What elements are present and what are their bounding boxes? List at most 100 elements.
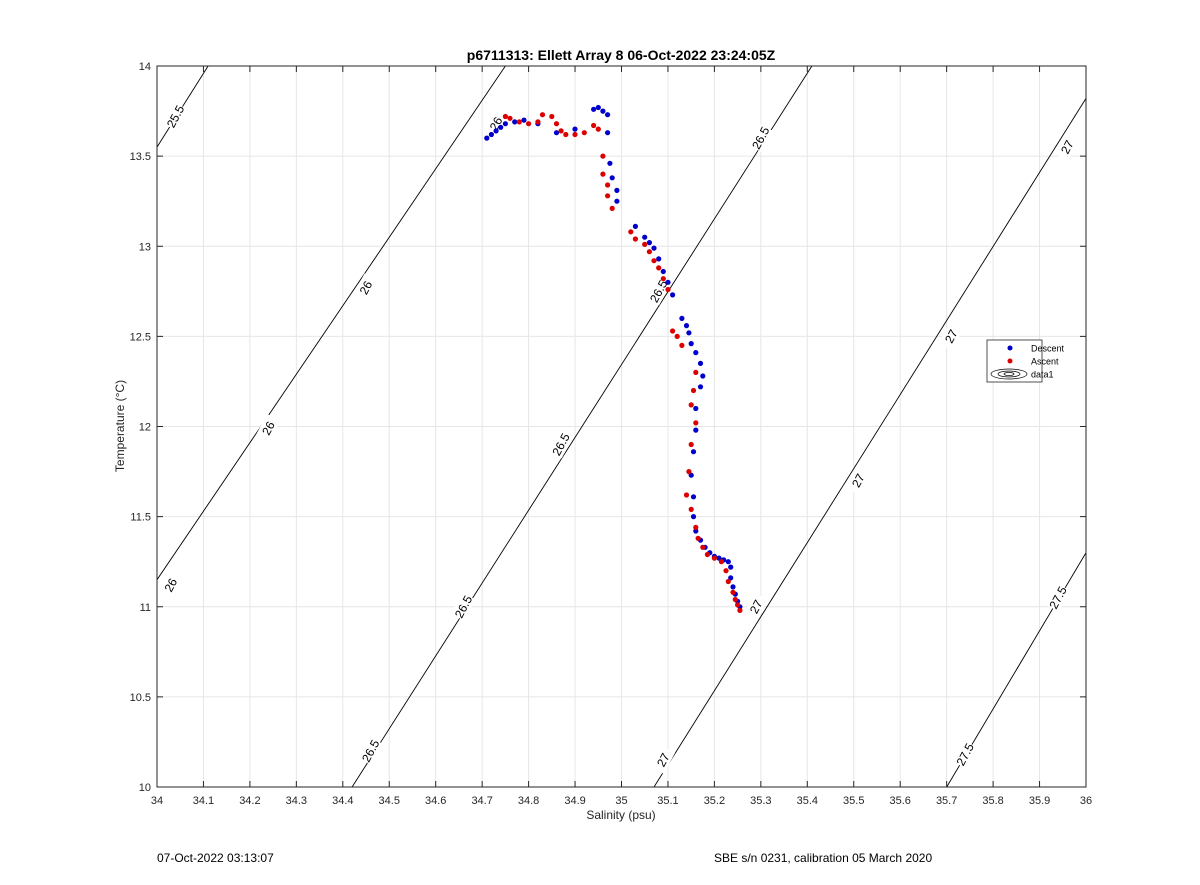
y-tick-label: 12.5 bbox=[130, 331, 151, 343]
data-point-ascent bbox=[690, 387, 697, 394]
data-point-ascent bbox=[535, 119, 541, 125]
y-tick-label: 13 bbox=[139, 241, 151, 253]
contour-label-group: 26 bbox=[353, 273, 378, 302]
legend-label: Descent bbox=[1031, 344, 1065, 354]
x-tick-label: 34.4 bbox=[332, 795, 353, 807]
contour-label: 27.5 bbox=[954, 741, 977, 768]
data-point-descent bbox=[484, 135, 490, 141]
y-tick-label: 14 bbox=[139, 61, 151, 73]
x-tick-label: 34.1 bbox=[193, 795, 214, 807]
data-point-descent bbox=[609, 175, 615, 181]
x-tick-label: 34.8 bbox=[518, 795, 539, 807]
y-tick-label: 11 bbox=[140, 602, 151, 614]
data-point-descent bbox=[670, 292, 676, 298]
y-tick-label: 11.5 bbox=[130, 512, 151, 524]
contour-label: 27 bbox=[1058, 138, 1077, 157]
x-tick-label: 34.5 bbox=[379, 795, 400, 807]
data-point-descent bbox=[651, 245, 657, 251]
data-point-ascent bbox=[660, 276, 666, 282]
data-point-ascent bbox=[605, 193, 611, 199]
data-point-ascent bbox=[700, 544, 706, 550]
contour-label-group: 27 bbox=[845, 466, 871, 495]
data-point-descent bbox=[646, 240, 653, 246]
data-point-descent bbox=[725, 559, 731, 565]
legend-contour-icon bbox=[997, 370, 1021, 378]
data-point-ascent bbox=[679, 342, 685, 348]
contour-label-group: 27.5 bbox=[952, 740, 977, 769]
data-point-ascent bbox=[674, 333, 680, 339]
timestamp-footer: 07-Oct-2022 03:13:07 bbox=[157, 851, 274, 865]
data-point-ascent bbox=[609, 205, 615, 211]
x-tick-label: 35.6 bbox=[889, 795, 910, 807]
data-point-ascent bbox=[686, 469, 692, 475]
data-point-descent bbox=[591, 106, 597, 112]
contour-label: 26.5 bbox=[549, 431, 572, 458]
data-point-descent bbox=[690, 514, 697, 520]
x-tick-label: 34.7 bbox=[471, 795, 492, 807]
data-point-descent bbox=[693, 427, 699, 433]
data-point-ascent bbox=[732, 596, 738, 603]
data-point-ascent bbox=[688, 402, 694, 408]
x-tick-label: 35.7 bbox=[936, 795, 957, 807]
y-tick-label: 10.5 bbox=[130, 692, 151, 704]
contour-label-group: 27 bbox=[743, 592, 769, 621]
data-point-ascent bbox=[646, 249, 653, 255]
data-point-descent bbox=[693, 405, 699, 412]
data-point-descent bbox=[656, 256, 662, 262]
data-point-ascent bbox=[600, 171, 606, 177]
data-point-descent bbox=[512, 119, 518, 125]
data-point-descent bbox=[502, 121, 508, 127]
data-point-descent bbox=[683, 323, 690, 329]
x-tick-label: 35.8 bbox=[982, 795, 1003, 807]
y-tick-label: 12 bbox=[139, 422, 151, 434]
data-point-descent bbox=[686, 330, 692, 336]
data-point-ascent bbox=[516, 119, 522, 125]
data-point-descent bbox=[728, 564, 734, 570]
data-point-ascent bbox=[695, 535, 701, 541]
data-point-ascent bbox=[600, 153, 606, 159]
contour-label: 26 bbox=[162, 576, 181, 595]
data-point-descent bbox=[553, 130, 560, 136]
legend-box bbox=[986, 339, 1043, 383]
data-point-ascent bbox=[693, 420, 699, 426]
contour-label-group: 27 bbox=[938, 322, 964, 351]
x-axis-label: Salinity (psu) bbox=[586, 808, 655, 822]
data-point-ascent bbox=[693, 524, 699, 531]
calibration-footer: SBE s/n 0231, calibration 05 March 2020 bbox=[714, 851, 933, 865]
legend-label: data1 bbox=[1031, 370, 1054, 380]
contour-label-group: 26 bbox=[255, 413, 281, 443]
data-point-descent bbox=[697, 384, 704, 390]
data-point-descent bbox=[632, 223, 639, 229]
data-point-ascent bbox=[730, 589, 736, 595]
axes: 34 34.1 34.2 34.3 34.4 34.5 34.6 34.7 34.8 34.9 35… bbox=[130, 61, 1093, 807]
data-point-descent bbox=[572, 126, 578, 132]
contour-label: 27 bbox=[654, 751, 673, 770]
data-point-ascent bbox=[688, 441, 694, 448]
data-point-descent bbox=[642, 234, 648, 240]
legend-marker bbox=[1007, 358, 1013, 364]
data-point-descent bbox=[693, 528, 699, 534]
data-point-descent bbox=[607, 160, 613, 166]
data-point-descent bbox=[488, 131, 494, 138]
legend: Descent Ascent data1 bbox=[986, 339, 1065, 383]
contour-label-group: 27 bbox=[650, 745, 676, 774]
contour-label-group: 26.5 bbox=[548, 430, 573, 459]
data-point-ascent bbox=[507, 115, 513, 121]
x-tick-label: 35 bbox=[615, 795, 627, 807]
data-point-descent bbox=[614, 198, 620, 204]
data-point-ascent bbox=[737, 607, 743, 614]
data-point-ascent bbox=[558, 128, 564, 134]
data-point-ascent bbox=[723, 568, 729, 574]
contour-label: 26.5 bbox=[749, 124, 772, 151]
x-tick-label: 35.9 bbox=[1029, 795, 1050, 807]
y-tick-label: 10 bbox=[139, 782, 151, 794]
contour-label: 27 bbox=[942, 327, 961, 346]
legend-contour-icon bbox=[1003, 372, 1015, 376]
contour-label: 27 bbox=[849, 471, 868, 490]
x-tick-label: 34.6 bbox=[425, 795, 446, 807]
data-point-ascent bbox=[642, 241, 648, 247]
x-tick-label: 35.4 bbox=[797, 795, 818, 807]
y-axis-label: Temperature (°C) bbox=[113, 380, 127, 472]
x-tick-label: 34 bbox=[151, 795, 163, 807]
